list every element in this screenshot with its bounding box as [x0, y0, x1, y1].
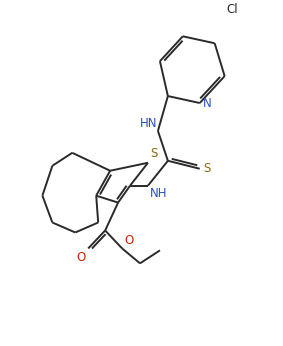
Text: HN: HN [140, 117, 157, 130]
Text: Cl: Cl [227, 3, 239, 16]
Text: S: S [204, 162, 211, 175]
Text: O: O [76, 252, 85, 264]
Text: S: S [150, 147, 157, 160]
Text: NH: NH [150, 187, 168, 200]
Text: N: N [203, 97, 211, 110]
Text: O: O [124, 234, 133, 247]
